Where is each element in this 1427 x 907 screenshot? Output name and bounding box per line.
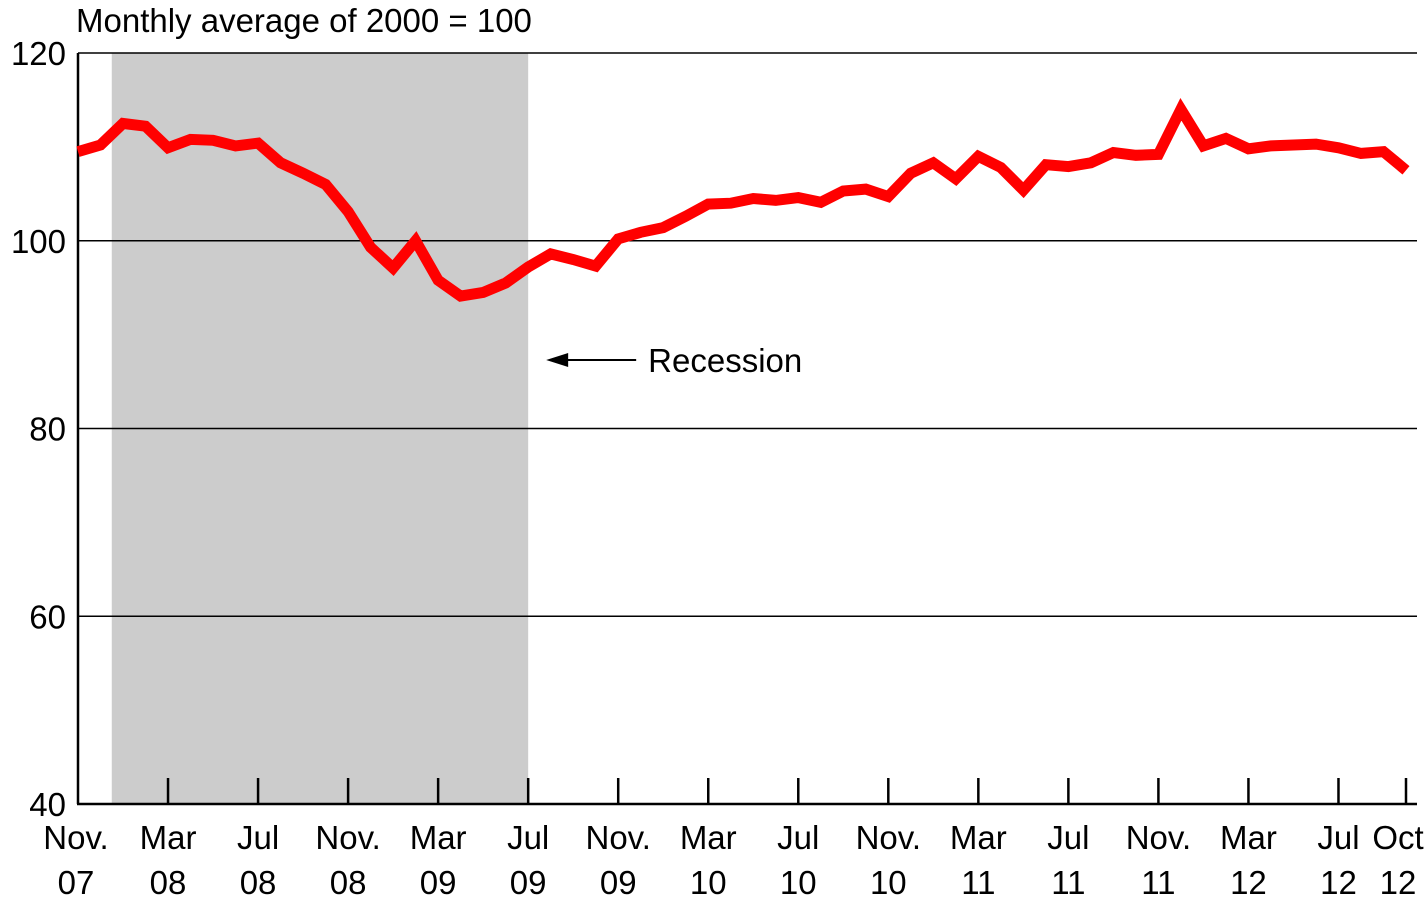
x-tick-label-month: Mar xyxy=(950,819,1007,856)
x-tick-label-year: 09 xyxy=(420,864,457,901)
x-tick-label-year: 08 xyxy=(150,864,187,901)
x-tick-labels: Nov. 07 Mar 08 Jul 08 Nov. 08 Mar 09 Jul 09 Nov. 09 Ma… xyxy=(43,778,1424,901)
x-tick-label-year: 09 xyxy=(510,864,547,901)
series-line-index xyxy=(76,97,1410,302)
y-tick-label-80: 80 xyxy=(29,411,66,448)
y-tick-labels: 40 60 80 100 120 xyxy=(11,35,66,823)
x-tick-label-year: 11 xyxy=(1051,864,1085,901)
grid-layer xyxy=(78,52,1417,618)
annotation-layer: Recession xyxy=(546,342,802,379)
x-tick-label-year: 12 xyxy=(1230,864,1267,901)
x-tick-label-year: 08 xyxy=(240,864,277,901)
x-tick-label-year: 09 xyxy=(600,864,637,901)
x-tick-label-year: 10 xyxy=(690,864,727,901)
x-tick-label-month: Nov. xyxy=(1126,819,1191,856)
x-tick-label-month: Mar xyxy=(680,819,737,856)
y-tick-label-60: 60 xyxy=(29,598,66,635)
x-tick-label-month: Jul xyxy=(507,819,549,856)
x-tick-label-month: Mar xyxy=(140,819,197,856)
x-tick-label-year: 07 xyxy=(58,864,95,901)
x-tick-label-month: Mar xyxy=(410,819,467,856)
x-tick-label-year: 11 xyxy=(961,864,995,901)
x-tick-label-month: Jul xyxy=(777,819,819,856)
axis-layer xyxy=(76,53,1417,806)
x-tick-label-month: Nov. xyxy=(315,819,380,856)
x-tick-label-year: 10 xyxy=(780,864,817,901)
x-tick-label-month: Jul xyxy=(237,819,279,856)
chart-title: Monthly average of 2000 = 100 xyxy=(76,2,532,39)
y-tick-label-40: 40 xyxy=(29,786,66,823)
y-tick-label-100: 100 xyxy=(11,223,66,260)
x-tick-label-month: Oct xyxy=(1372,819,1423,856)
recession-label: Recession xyxy=(648,342,802,379)
recession-arrow-head xyxy=(546,352,569,367)
x-tick-label-month: Nov. xyxy=(43,819,108,856)
series-layer xyxy=(76,97,1410,302)
x-tick-label-year: 10 xyxy=(870,864,907,901)
y-tick-label-120: 120 xyxy=(11,35,66,72)
x-tick-label-month: Nov. xyxy=(856,819,921,856)
x-tick-label-month: Jul xyxy=(1047,819,1089,856)
x-tick-label-year: 12 xyxy=(1380,864,1417,901)
x-tick-label-year: 11 xyxy=(1141,864,1175,901)
x-tick-label-month: Jul xyxy=(1317,819,1359,856)
x-tick-label-month: Nov. xyxy=(586,819,651,856)
x-tick-label-year: 12 xyxy=(1320,864,1357,901)
x-tick-label-month: Mar xyxy=(1220,819,1277,856)
x-tick-label-year: 08 xyxy=(330,864,367,901)
